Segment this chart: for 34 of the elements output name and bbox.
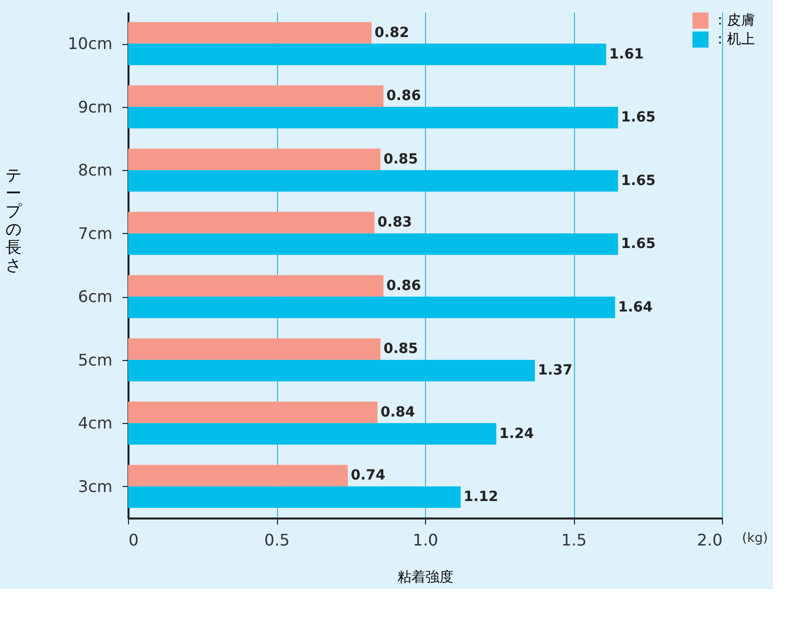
x-axis-title: 粘着強度	[398, 570, 454, 586]
y-tick-label: 3cm	[78, 476, 112, 496]
text: (kg)	[742, 531, 768, 546]
data-label: 0.74	[350, 468, 386, 484]
y-tick-label: 9cm	[78, 97, 112, 116]
data-label: 1.65	[621, 236, 656, 252]
x-tick-label: 0	[128, 530, 139, 550]
data-label: 1.12	[464, 489, 498, 506]
data-label: 0.85	[383, 341, 418, 358]
y-tick-label: 4cm	[78, 414, 112, 433]
data-label: 0.85	[383, 151, 418, 168]
data-label: 0.86	[386, 278, 421, 294]
y-tick-label: 8cm	[78, 160, 112, 180]
y-tick-label: 10cm	[68, 34, 112, 54]
x-tick-label: 1.5	[561, 530, 587, 550]
data-label: 0.83	[378, 214, 412, 231]
x-tick-label: 1.0	[412, 530, 438, 550]
x-tick-label: 0.5	[264, 530, 290, 550]
y-tick-label: 5cm	[78, 350, 112, 370]
data-label: 1.64	[618, 299, 653, 316]
data-label: 0.82	[374, 24, 410, 41]
y-tick-label: 7cm	[78, 224, 112, 243]
data-label: 0.86	[386, 88, 421, 104]
data-label: 1.37	[538, 362, 572, 379]
legend-label: ：皮膚	[713, 12, 755, 28]
x-tick-label: 2.0	[697, 530, 722, 550]
y-tick-label: 6cm	[78, 287, 112, 306]
data-label: 1.65	[621, 172, 656, 189]
legend-label: ：机上	[713, 32, 755, 48]
data-label: 1.61	[609, 46, 644, 62]
data-label: 1.24	[499, 426, 534, 442]
data-label: 1.65	[621, 110, 656, 126]
y-axis-title: テープの長さ	[6, 166, 22, 274]
data-label: 0.84	[380, 404, 416, 420]
